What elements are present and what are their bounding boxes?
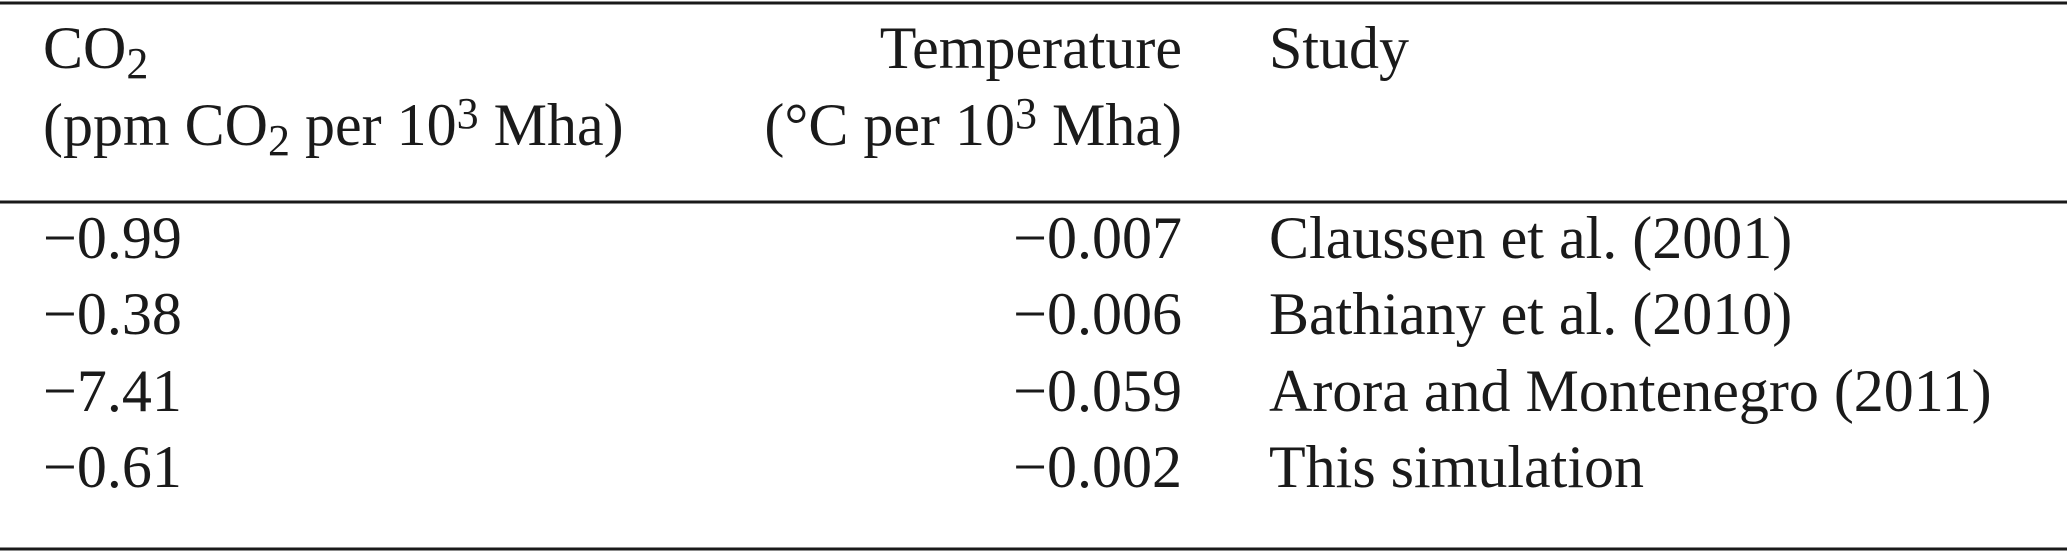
- table-cell: −0.38: [43, 281, 182, 347]
- header-text: (°C per 10: [764, 92, 1015, 158]
- header-text: Temperature: [880, 15, 1182, 81]
- header-cell: CO2: [43, 15, 148, 88]
- table-cell: −0.002: [1013, 434, 1182, 500]
- table-cell: −0.006: [1013, 281, 1182, 347]
- header-text: (ppm CO: [43, 92, 268, 158]
- header-text: Mha): [479, 92, 624, 158]
- table-cell: Arora and Montenegro (2011): [1269, 358, 1992, 424]
- table-cell: −0.007: [1013, 205, 1182, 271]
- header-text: Study: [1269, 15, 1409, 81]
- header-text: 2: [268, 116, 290, 165]
- header-cell: (ppm CO2 per 103 Mha): [43, 89, 624, 164]
- table-cell: −0.61: [43, 434, 182, 500]
- header-text: 3: [457, 89, 479, 138]
- table-cell: −0.059: [1013, 358, 1182, 424]
- header-cell: Study: [1269, 15, 1409, 81]
- table-cell: Bathiany et al. (2010): [1269, 281, 1792, 347]
- table-cell: This simulation: [1269, 434, 1644, 500]
- header-cell: (°C per 103 Mha): [764, 89, 1182, 158]
- header-text: 2: [126, 39, 148, 88]
- table-cell: −7.41: [43, 358, 182, 424]
- header-text: per 10: [290, 92, 457, 158]
- header-cell: Temperature: [880, 15, 1182, 81]
- header-text: Mha): [1037, 92, 1182, 158]
- table-cell: Claussen et al. (2001): [1269, 205, 1792, 271]
- header-text: CO: [43, 15, 126, 81]
- header-text: 3: [1015, 89, 1037, 138]
- table-cell: −0.99: [43, 205, 182, 271]
